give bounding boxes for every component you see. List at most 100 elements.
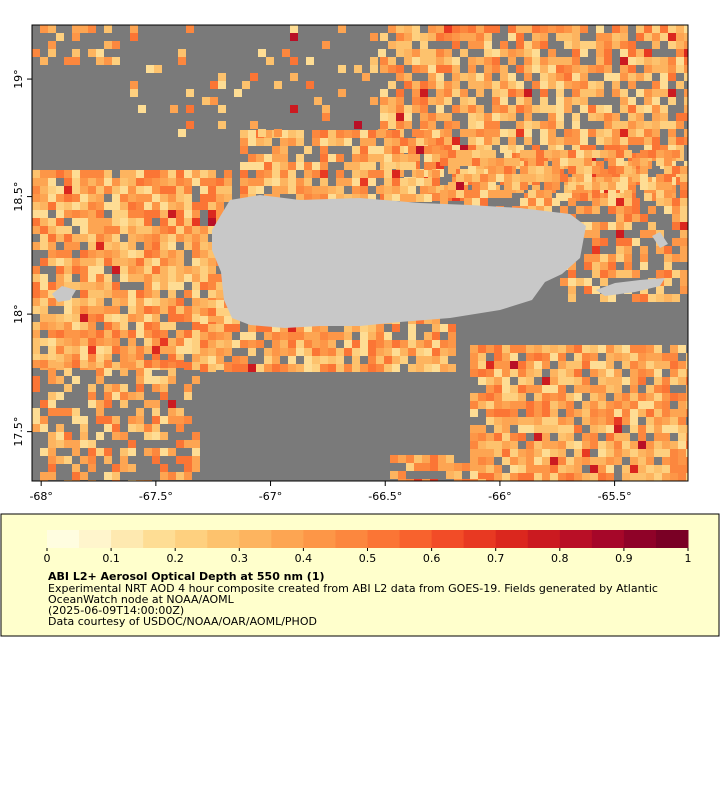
aerosol-cell: [452, 105, 460, 113]
aerosol-cell: [588, 65, 596, 73]
aerosol-cell: [646, 369, 654, 377]
aerosol-cell: [516, 33, 524, 41]
aerosol-cell: [412, 81, 420, 89]
aerosol-cell: [622, 449, 630, 457]
aerosol-cell: [492, 105, 500, 113]
aerosol-cell: [488, 158, 496, 166]
aerosol-cell: [72, 472, 80, 480]
aerosol-cell: [152, 210, 160, 218]
aerosol-cell: [128, 202, 136, 210]
aerosol-cell: [216, 356, 224, 364]
aerosol-cell: [144, 178, 152, 186]
aerosol-cell: [468, 41, 476, 49]
aerosol-cell: [524, 113, 532, 121]
aerosol-cell: [664, 262, 672, 270]
aerosol-cell: [420, 33, 428, 41]
aerosol-cell: [406, 479, 414, 481]
aerosol-cell: [590, 393, 598, 401]
aerosol-cell: [560, 206, 568, 214]
aerosol-cell: [612, 25, 620, 33]
aerosol-cell: [476, 33, 484, 41]
aerosol-cell: [604, 145, 612, 153]
aerosol-cell: [240, 356, 248, 364]
aerosol-cell: [168, 346, 176, 354]
aerosol-cell: [136, 258, 144, 266]
aerosol-cell: [424, 146, 432, 154]
aerosol-cell: [444, 137, 452, 145]
aerosol-cell: [376, 348, 384, 356]
aerosol-cell: [32, 282, 40, 290]
aerosol-cell: [644, 25, 652, 33]
aerosol-cell: [64, 346, 72, 354]
aerosol-cell: [128, 210, 136, 218]
aerosol-cell: [590, 369, 598, 377]
aerosol-cell: [632, 270, 640, 278]
aerosol-cell: [476, 73, 484, 81]
aerosol-cell: [492, 129, 500, 137]
aerosol-cell: [440, 198, 448, 206]
aerosol-cell: [488, 174, 496, 182]
colorbar-segment: [591, 530, 625, 548]
aerosol-cell: [384, 154, 392, 162]
aerosol-cell: [432, 154, 440, 162]
aerosol-cell: [96, 298, 104, 306]
aerosol-cell: [144, 376, 152, 384]
aerosol-cell: [280, 130, 288, 138]
aerosol-cell: [534, 465, 542, 473]
aerosol-cell: [604, 129, 612, 137]
aerosol-cell: [104, 41, 112, 49]
aerosol-cell: [48, 194, 56, 202]
aerosol-cell: [192, 178, 200, 186]
aerosol-cell: [480, 198, 488, 206]
aerosol-cell: [470, 471, 478, 479]
aerosol-cell: [144, 360, 152, 368]
aerosol-cell: [104, 472, 112, 480]
aerosol-cell: [392, 138, 400, 146]
aerosol-cell: [96, 306, 104, 314]
aerosol-cell: [96, 226, 104, 234]
aerosol-cell: [272, 332, 280, 340]
aerosol-cell: [216, 332, 224, 340]
aerosol-cell: [672, 254, 680, 262]
aerosol-cell: [636, 137, 644, 145]
aerosol-cell: [248, 364, 256, 372]
aerosol-cell: [412, 25, 420, 33]
aerosol-cell: [160, 346, 168, 354]
aerosol-cell: [192, 354, 200, 362]
aerosol-cell: [686, 393, 688, 401]
aerosol-cell: [72, 322, 80, 330]
aerosol-cell: [526, 409, 534, 417]
aerosol-cell: [416, 138, 424, 146]
aerosol-cell: [422, 479, 430, 481]
aerosol-cell: [264, 154, 272, 162]
aerosol-cell: [152, 186, 160, 194]
aerosol-cell: [88, 178, 96, 186]
aerosol-cell: [202, 97, 210, 105]
aerosol-cell: [584, 206, 592, 214]
aerosol-cell: [192, 306, 200, 314]
aerosol-cell: [646, 385, 654, 393]
aerosol-cell: [200, 324, 208, 332]
aerosol-cell: [436, 113, 444, 121]
aerosol-cell: [678, 401, 686, 409]
aerosol-cell: [510, 401, 518, 409]
aerosol-cell: [494, 385, 502, 393]
aerosol-cell: [568, 270, 576, 278]
aerosol-cell: [508, 57, 516, 65]
aerosol-cell: [664, 182, 672, 190]
aerosol-cell: [368, 340, 376, 348]
aerosol-cell: [160, 234, 168, 242]
land: [52, 195, 668, 328]
aerosol-cell: [64, 432, 72, 440]
aerosol-cell: [564, 41, 572, 49]
aerosol-cell: [540, 97, 548, 105]
aerosol-cell: [414, 463, 422, 471]
aerosol-cell: [56, 362, 64, 370]
aerosol-cell: [460, 33, 468, 41]
aerosol-cell: [614, 369, 622, 377]
aerosol-cell: [392, 146, 400, 154]
aerosol-cell: [352, 146, 360, 154]
colorbar-segment: [431, 530, 465, 548]
aerosol-cell: [676, 33, 684, 41]
aerosol-cell: [112, 472, 120, 480]
